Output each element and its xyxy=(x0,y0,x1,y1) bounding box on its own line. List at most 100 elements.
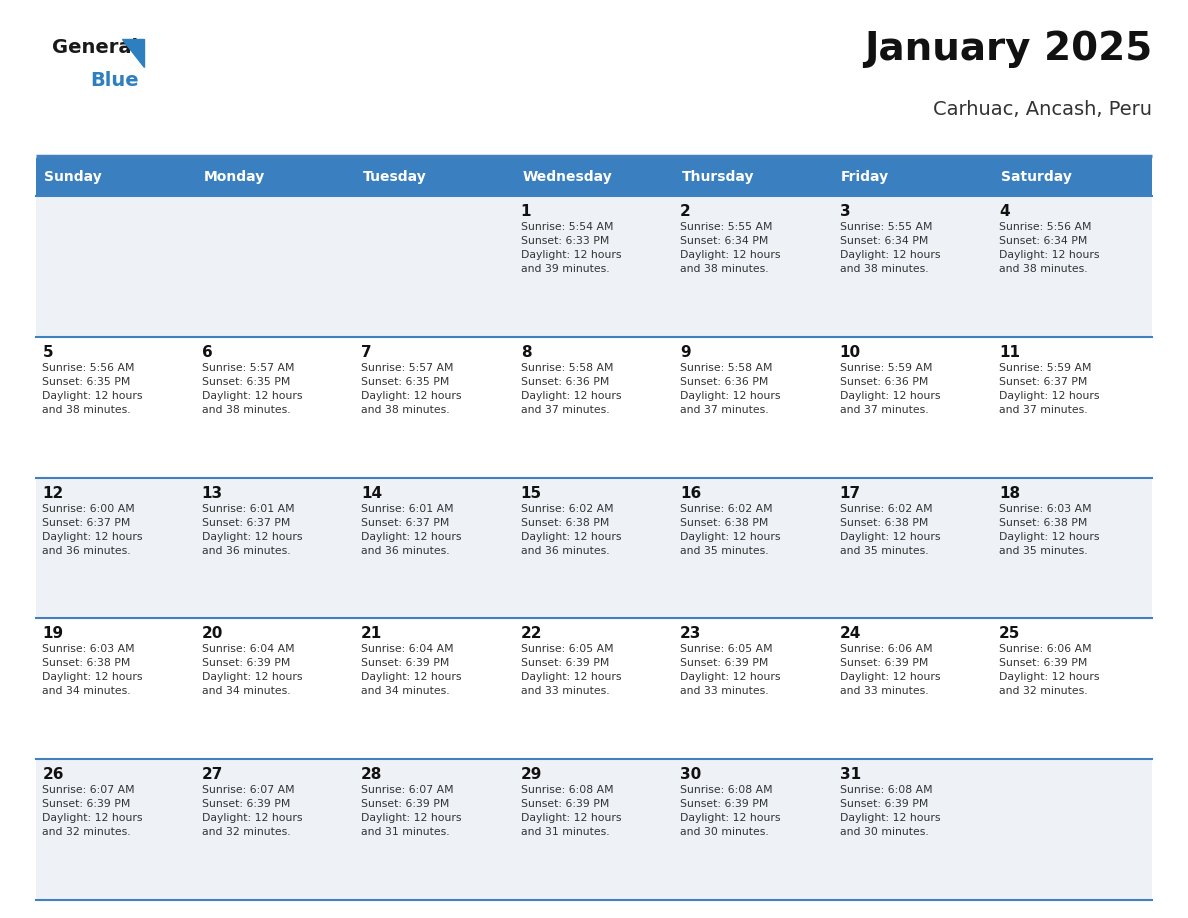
Bar xyxy=(196,196,355,337)
Text: Wednesday: Wednesday xyxy=(523,170,612,184)
Bar xyxy=(36,759,196,900)
Text: Sunrise: 6:05 AM
Sunset: 6:39 PM
Daylight: 12 hours
and 33 minutes.: Sunrise: 6:05 AM Sunset: 6:39 PM Dayligh… xyxy=(520,644,621,697)
Text: Sunrise: 6:07 AM
Sunset: 6:39 PM
Daylight: 12 hours
and 32 minutes.: Sunrise: 6:07 AM Sunset: 6:39 PM Dayligh… xyxy=(43,785,143,837)
Bar xyxy=(992,196,1152,337)
Text: Blue: Blue xyxy=(90,71,139,90)
Bar xyxy=(36,196,196,337)
Text: 1: 1 xyxy=(520,204,531,219)
Text: Sunrise: 6:08 AM
Sunset: 6:39 PM
Daylight: 12 hours
and 31 minutes.: Sunrise: 6:08 AM Sunset: 6:39 PM Dayligh… xyxy=(520,785,621,837)
Text: 29: 29 xyxy=(520,767,542,782)
Text: 30: 30 xyxy=(680,767,701,782)
Bar xyxy=(36,337,196,477)
Text: Sunday: Sunday xyxy=(44,170,102,184)
Text: Sunrise: 6:07 AM
Sunset: 6:39 PM
Daylight: 12 hours
and 31 minutes.: Sunrise: 6:07 AM Sunset: 6:39 PM Dayligh… xyxy=(361,785,462,837)
Text: Sunrise: 6:06 AM
Sunset: 6:39 PM
Daylight: 12 hours
and 33 minutes.: Sunrise: 6:06 AM Sunset: 6:39 PM Dayligh… xyxy=(840,644,940,697)
Text: Carhuac, Ancash, Peru: Carhuac, Ancash, Peru xyxy=(933,100,1152,119)
Text: 9: 9 xyxy=(680,345,690,360)
Text: Sunrise: 5:59 AM
Sunset: 6:36 PM
Daylight: 12 hours
and 37 minutes.: Sunrise: 5:59 AM Sunset: 6:36 PM Dayligh… xyxy=(840,363,940,415)
Bar xyxy=(514,196,674,337)
Text: 2: 2 xyxy=(680,204,691,219)
Text: Sunrise: 6:08 AM
Sunset: 6:39 PM
Daylight: 12 hours
and 30 minutes.: Sunrise: 6:08 AM Sunset: 6:39 PM Dayligh… xyxy=(680,785,781,837)
Text: Sunrise: 5:58 AM
Sunset: 6:36 PM
Daylight: 12 hours
and 37 minutes.: Sunrise: 5:58 AM Sunset: 6:36 PM Dayligh… xyxy=(680,363,781,415)
Text: Sunrise: 5:55 AM
Sunset: 6:34 PM
Daylight: 12 hours
and 38 minutes.: Sunrise: 5:55 AM Sunset: 6:34 PM Dayligh… xyxy=(840,222,940,274)
Bar xyxy=(992,477,1152,619)
Text: 22: 22 xyxy=(520,626,542,642)
Text: 7: 7 xyxy=(361,345,372,360)
Bar xyxy=(355,196,514,337)
Text: Sunrise: 5:57 AM
Sunset: 6:35 PM
Daylight: 12 hours
and 38 minutes.: Sunrise: 5:57 AM Sunset: 6:35 PM Dayligh… xyxy=(361,363,462,415)
Text: Sunrise: 5:57 AM
Sunset: 6:35 PM
Daylight: 12 hours
and 38 minutes.: Sunrise: 5:57 AM Sunset: 6:35 PM Dayligh… xyxy=(202,363,302,415)
Text: 21: 21 xyxy=(361,626,383,642)
Bar xyxy=(674,158,833,196)
Bar xyxy=(514,337,674,477)
Bar xyxy=(36,158,196,196)
Bar xyxy=(355,477,514,619)
Text: 20: 20 xyxy=(202,626,223,642)
Polygon shape xyxy=(122,39,144,67)
Text: 14: 14 xyxy=(361,486,383,500)
Text: Sunrise: 6:04 AM
Sunset: 6:39 PM
Daylight: 12 hours
and 34 minutes.: Sunrise: 6:04 AM Sunset: 6:39 PM Dayligh… xyxy=(361,644,462,697)
Bar xyxy=(674,477,833,619)
Text: 17: 17 xyxy=(840,486,860,500)
Text: 15: 15 xyxy=(520,486,542,500)
Bar xyxy=(674,759,833,900)
Text: 26: 26 xyxy=(43,767,64,782)
Text: Thursday: Thursday xyxy=(682,170,754,184)
Text: Sunrise: 6:02 AM
Sunset: 6:38 PM
Daylight: 12 hours
and 35 minutes.: Sunrise: 6:02 AM Sunset: 6:38 PM Dayligh… xyxy=(680,504,781,555)
Text: Sunrise: 5:56 AM
Sunset: 6:35 PM
Daylight: 12 hours
and 38 minutes.: Sunrise: 5:56 AM Sunset: 6:35 PM Dayligh… xyxy=(43,363,143,415)
Bar xyxy=(36,477,196,619)
Bar xyxy=(514,619,674,759)
Text: Sunrise: 5:54 AM
Sunset: 6:33 PM
Daylight: 12 hours
and 39 minutes.: Sunrise: 5:54 AM Sunset: 6:33 PM Dayligh… xyxy=(520,222,621,274)
Bar xyxy=(355,619,514,759)
Text: Saturday: Saturday xyxy=(1000,170,1072,184)
Bar xyxy=(992,158,1152,196)
Text: Sunrise: 6:02 AM
Sunset: 6:38 PM
Daylight: 12 hours
and 36 minutes.: Sunrise: 6:02 AM Sunset: 6:38 PM Dayligh… xyxy=(520,504,621,555)
Text: 25: 25 xyxy=(999,626,1020,642)
Bar xyxy=(196,337,355,477)
Text: Sunrise: 5:55 AM
Sunset: 6:34 PM
Daylight: 12 hours
and 38 minutes.: Sunrise: 5:55 AM Sunset: 6:34 PM Dayligh… xyxy=(680,222,781,274)
Text: Sunrise: 6:00 AM
Sunset: 6:37 PM
Daylight: 12 hours
and 36 minutes.: Sunrise: 6:00 AM Sunset: 6:37 PM Dayligh… xyxy=(43,504,143,555)
Text: 8: 8 xyxy=(520,345,531,360)
Text: 28: 28 xyxy=(361,767,383,782)
Bar xyxy=(992,619,1152,759)
Bar xyxy=(833,477,992,619)
Bar xyxy=(514,477,674,619)
Text: Tuesday: Tuesday xyxy=(362,170,426,184)
Text: Monday: Monday xyxy=(203,170,265,184)
Bar xyxy=(992,337,1152,477)
Text: Sunrise: 5:56 AM
Sunset: 6:34 PM
Daylight: 12 hours
and 38 minutes.: Sunrise: 5:56 AM Sunset: 6:34 PM Dayligh… xyxy=(999,222,1099,274)
Bar xyxy=(355,158,514,196)
Bar xyxy=(196,158,355,196)
Bar xyxy=(196,619,355,759)
Text: Sunrise: 5:58 AM
Sunset: 6:36 PM
Daylight: 12 hours
and 37 minutes.: Sunrise: 5:58 AM Sunset: 6:36 PM Dayligh… xyxy=(520,363,621,415)
Bar xyxy=(833,158,992,196)
Text: 11: 11 xyxy=(999,345,1020,360)
Text: 6: 6 xyxy=(202,345,213,360)
Text: 19: 19 xyxy=(43,626,63,642)
Text: 4: 4 xyxy=(999,204,1010,219)
Text: Sunrise: 6:04 AM
Sunset: 6:39 PM
Daylight: 12 hours
and 34 minutes.: Sunrise: 6:04 AM Sunset: 6:39 PM Dayligh… xyxy=(202,644,302,697)
Bar xyxy=(833,337,992,477)
Bar xyxy=(36,619,196,759)
Text: Sunrise: 6:05 AM
Sunset: 6:39 PM
Daylight: 12 hours
and 33 minutes.: Sunrise: 6:05 AM Sunset: 6:39 PM Dayligh… xyxy=(680,644,781,697)
Text: 27: 27 xyxy=(202,767,223,782)
Text: 5: 5 xyxy=(43,345,53,360)
Text: 24: 24 xyxy=(840,626,861,642)
Text: Sunrise: 6:03 AM
Sunset: 6:38 PM
Daylight: 12 hours
and 35 minutes.: Sunrise: 6:03 AM Sunset: 6:38 PM Dayligh… xyxy=(999,504,1099,555)
Text: 23: 23 xyxy=(680,626,701,642)
Text: January 2025: January 2025 xyxy=(864,30,1152,68)
Bar xyxy=(514,759,674,900)
Text: 18: 18 xyxy=(999,486,1020,500)
Bar xyxy=(674,337,833,477)
Bar xyxy=(196,759,355,900)
Text: 13: 13 xyxy=(202,486,223,500)
Text: General: General xyxy=(52,38,138,57)
Text: Sunrise: 6:03 AM
Sunset: 6:38 PM
Daylight: 12 hours
and 34 minutes.: Sunrise: 6:03 AM Sunset: 6:38 PM Dayligh… xyxy=(43,644,143,697)
Bar xyxy=(674,619,833,759)
Text: 16: 16 xyxy=(680,486,701,500)
Bar xyxy=(514,158,674,196)
Bar xyxy=(355,337,514,477)
Text: Friday: Friday xyxy=(841,170,890,184)
Text: 31: 31 xyxy=(840,767,860,782)
Bar xyxy=(833,196,992,337)
